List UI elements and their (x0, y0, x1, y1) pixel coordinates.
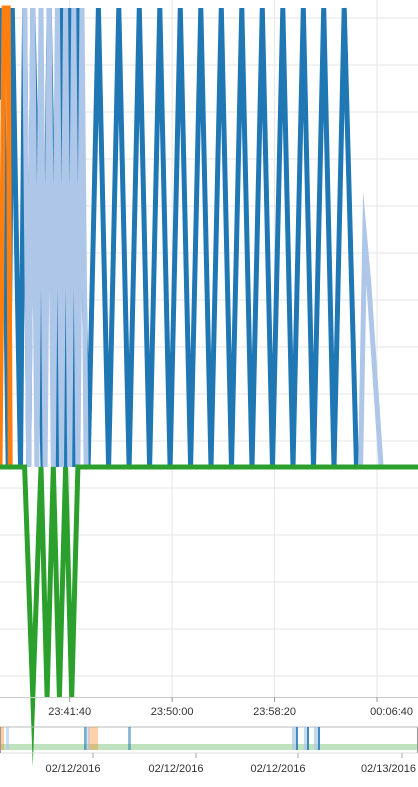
x-axis: 23:41:40 23:50:00 23:58:20 00:06:40 (0, 697, 418, 718)
overview-spike (128, 727, 131, 750)
x-tick-label: 00:06:40 (370, 706, 413, 718)
overview-spike (0, 727, 4, 750)
overview-tick-label: 02/13/2016 (361, 763, 416, 775)
overview-spike (86, 727, 90, 750)
overview-tick-label: 02/12/2016 (250, 763, 305, 775)
overview-spike (318, 727, 320, 750)
overview-navigator[interactable]: 02/12/2016 02/12/2016 02/12/2016 02/13/2016 (0, 726, 418, 775)
overview-spike (84, 727, 87, 750)
plot-area (0, 5, 418, 768)
overview-tick-label: 02/12/2016 (148, 763, 203, 775)
overview-spike (296, 727, 298, 750)
overview-spike (292, 727, 297, 750)
x-tick-label: 23:58:20 (253, 706, 296, 718)
overview-spike (307, 727, 309, 750)
overview-tick-label: 02/12/2016 (45, 763, 100, 775)
overview-spike (314, 727, 320, 750)
series-line-3 (0, 5, 13, 468)
overview-spike (304, 727, 309, 750)
x-tick-label: 23:41:40 (48, 706, 91, 718)
overview-spike (6, 727, 9, 750)
overview-series-band (0, 744, 418, 750)
x-tick-label: 23:50:00 (151, 706, 194, 718)
series-line-4 (0, 464, 418, 768)
overview-spike (88, 727, 98, 750)
